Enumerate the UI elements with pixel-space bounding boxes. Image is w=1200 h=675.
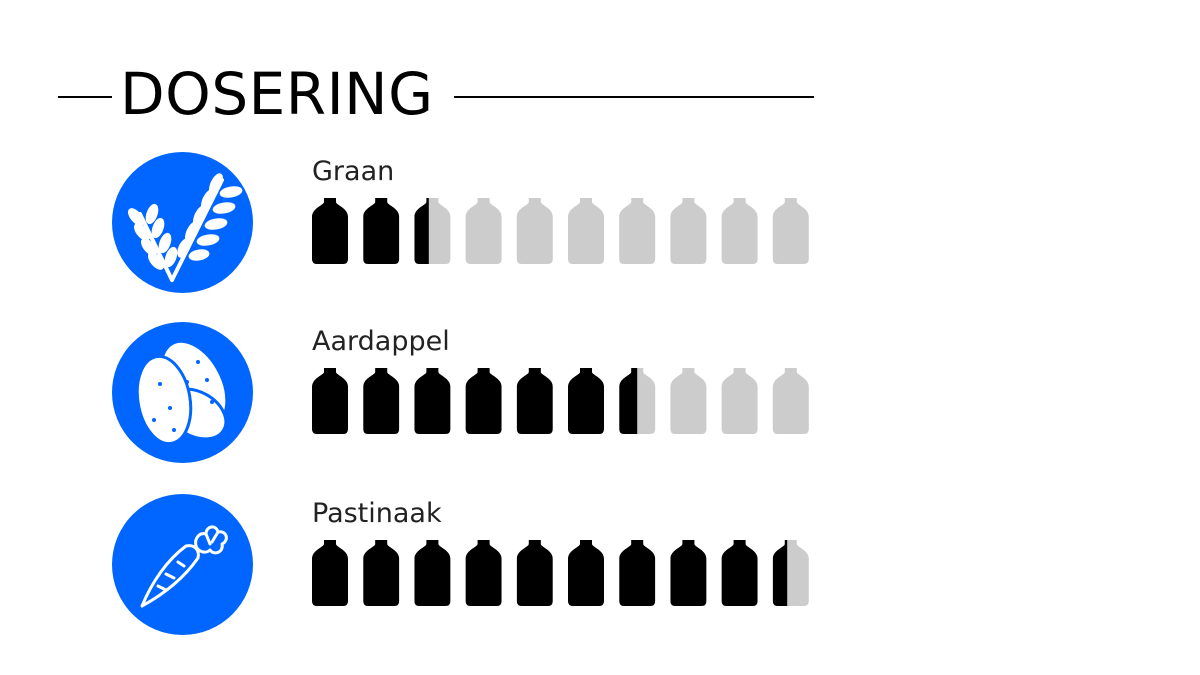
dosage-bottles <box>312 368 812 434</box>
bottle-icon <box>363 198 400 264</box>
row-label: Graan <box>312 156 395 187</box>
bottle-icon <box>772 540 809 606</box>
bottle-icon <box>619 368 656 434</box>
bottle-icon <box>619 198 656 264</box>
bottle-icon <box>721 540 758 606</box>
row-label: Aardappel <box>312 326 450 357</box>
bottle-icon <box>465 540 502 606</box>
bottle-icon <box>465 198 502 264</box>
bottle-icon <box>363 540 400 606</box>
parsnip-icon <box>112 494 253 635</box>
bottle-icon <box>772 198 809 264</box>
bottle-icon <box>619 540 656 606</box>
bottle-icon <box>363 368 400 434</box>
header: DOSERING <box>0 0 1200 140</box>
bottle-meter <box>312 540 809 606</box>
bottle-icon <box>465 368 502 434</box>
title-rule-right <box>454 96 814 98</box>
dosage-row-graan: Graan <box>0 150 1200 300</box>
bottle-icon <box>312 368 348 434</box>
bottle-icon <box>772 368 809 434</box>
bottle-meter <box>312 198 809 264</box>
dosage-bottles <box>312 540 812 606</box>
bottle-icon <box>568 368 604 434</box>
bottle-icon <box>568 540 604 606</box>
bottle-icon <box>670 198 707 264</box>
bottle-icon <box>516 368 553 434</box>
dosage-row-pastinaak: Pastinaak <box>0 492 1200 642</box>
bottle-icon <box>670 368 707 434</box>
bottle-icon <box>670 540 707 606</box>
bottle-icon <box>414 368 451 434</box>
wheat-icon <box>112 152 253 293</box>
bottle-icon <box>414 540 451 606</box>
dosage-row-aardappel: Aardappel <box>0 320 1200 470</box>
bottle-icon <box>516 540 553 606</box>
title-rule-left <box>58 96 112 98</box>
bottle-meter <box>312 368 809 434</box>
potato-icon <box>112 322 253 463</box>
row-label: Pastinaak <box>312 498 442 529</box>
bottle-icon <box>516 198 553 264</box>
bottle-icon <box>312 198 348 264</box>
bottle-icon <box>721 368 758 434</box>
dosage-bottles <box>312 198 812 264</box>
bottle-icon <box>414 198 451 264</box>
bottle-icon <box>721 198 758 264</box>
bottle-icon <box>568 198 604 264</box>
page-title: DOSERING <box>120 60 434 128</box>
bottle-icon <box>312 540 348 606</box>
